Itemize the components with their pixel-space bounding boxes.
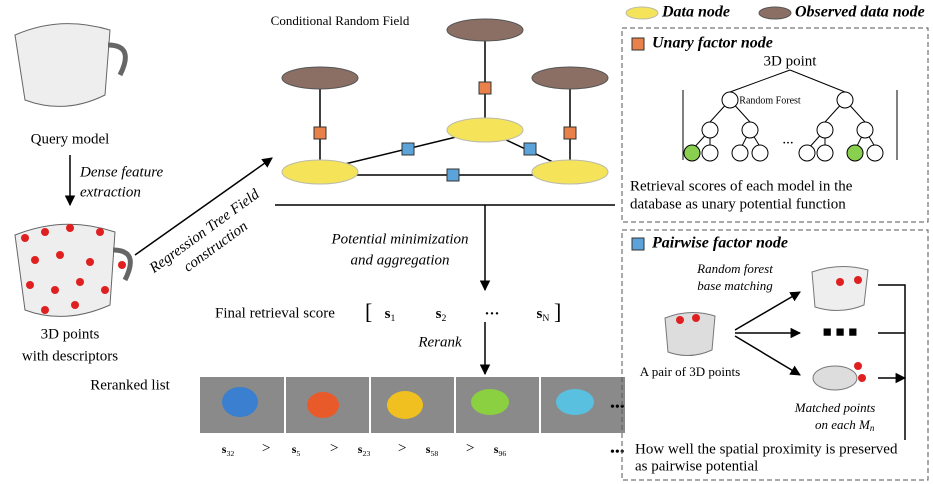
- label: and aggregation: [350, 252, 449, 268]
- query-model-image: [14, 23, 128, 107]
- label: 3D points: [41, 326, 100, 342]
- label: Random forest: [696, 261, 773, 276]
- swatch: [631, 237, 645, 251]
- legend-label: Data node: [661, 4, 730, 21]
- bracket: [: [365, 299, 372, 324]
- caption: database as unary potential function: [630, 196, 846, 212]
- label: Random Forest: [739, 95, 801, 106]
- bracket: ]: [554, 299, 561, 324]
- label: Matched points: [794, 400, 876, 415]
- more: •••: [610, 445, 625, 460]
- label: base matching: [697, 278, 773, 293]
- score-symbol: s23: [358, 442, 371, 458]
- panel-title: Unary factor node: [652, 35, 773, 52]
- label: A pair of 3D points: [640, 364, 740, 379]
- score-symbol: ···: [484, 306, 499, 322]
- legend-swatch: [625, 6, 659, 20]
- score-symbol: s5: [292, 442, 301, 458]
- label: Dense feature: [79, 164, 164, 180]
- label: ...: [782, 131, 793, 147]
- caption: How well the spatial proximity is preser…: [635, 441, 898, 457]
- score-symbol: s96: [494, 442, 507, 458]
- more: •••: [610, 400, 625, 415]
- crf-title: Conditional Random Field: [271, 13, 410, 28]
- legend-swatch: [758, 6, 792, 20]
- label: Potential minimization: [330, 231, 468, 247]
- legend-label: Observed data node: [795, 4, 925, 21]
- score-symbol: s58: [426, 442, 439, 458]
- arrow: [134, 157, 273, 256]
- unary-panel: [621, 27, 929, 223]
- separator: >: [398, 440, 406, 456]
- trees: [682, 69, 898, 162]
- thumbnails: [200, 377, 625, 433]
- swatch: [631, 37, 645, 51]
- caption: Retrieval scores of each model in the: [630, 178, 853, 194]
- label: Reranked list: [90, 377, 170, 393]
- separator: >: [330, 440, 338, 456]
- label: 3D point: [764, 53, 818, 69]
- points-image: [14, 223, 133, 317]
- svg-text:■ ■ ■: ■ ■ ■: [823, 324, 858, 340]
- separator: >: [466, 440, 474, 456]
- pairwise-panel: [621, 229, 929, 481]
- score-symbol: s2: [436, 306, 447, 324]
- separator: >: [262, 440, 270, 456]
- crf-graph: [281, 18, 609, 185]
- label: Query model: [31, 131, 110, 147]
- score-symbol: sN: [537, 306, 550, 324]
- label: on each Mn: [815, 417, 875, 433]
- score-symbol: s1: [385, 306, 396, 324]
- panel-title: Pairwise factor node: [651, 235, 788, 252]
- pair-images: ■ ■ ■: [664, 266, 905, 440]
- label: Final retrieval score: [215, 305, 335, 321]
- label: extraction: [80, 184, 141, 200]
- caption: as pairwise potential: [635, 458, 758, 474]
- score-symbol: s32: [222, 442, 235, 458]
- label: Rerank: [417, 334, 462, 350]
- label: with descriptors: [22, 348, 118, 364]
